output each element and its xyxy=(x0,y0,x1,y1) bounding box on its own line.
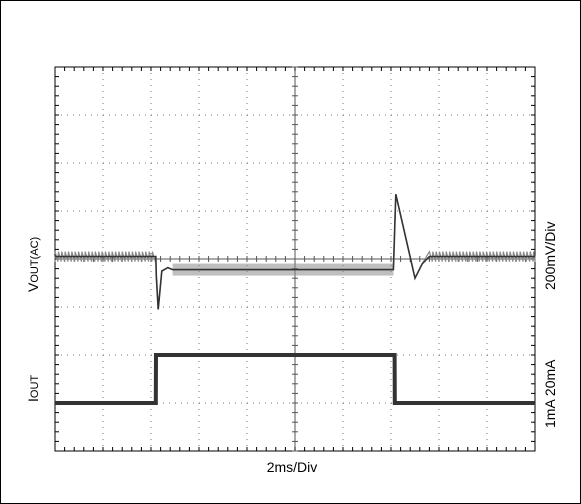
iout-scale-label: 1mA 20mA xyxy=(542,359,558,428)
vout-trace xyxy=(55,194,535,310)
traces xyxy=(54,194,536,405)
iout-label: IOUT xyxy=(25,375,41,402)
vout-scale-label: 200mV/Div xyxy=(542,222,558,290)
x-axis-label: 2ms/Div xyxy=(267,459,318,475)
iout-trace xyxy=(55,353,535,405)
vout-label: VOUT(AC) xyxy=(25,237,41,292)
